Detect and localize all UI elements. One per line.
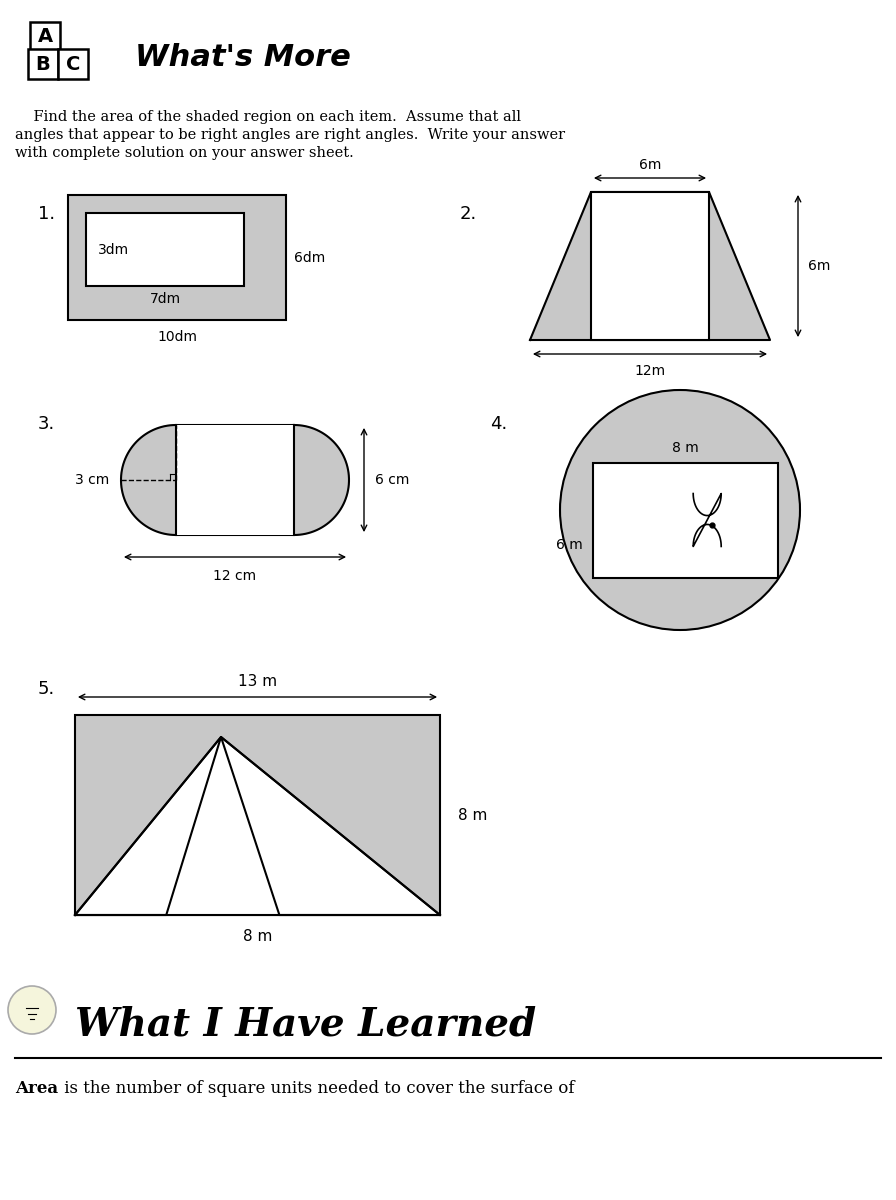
Text: 6m: 6m xyxy=(808,259,831,272)
Text: 5.: 5. xyxy=(38,680,56,698)
Text: What I Have Learned: What I Have Learned xyxy=(75,1006,536,1044)
Bar xyxy=(75,715,440,914)
Polygon shape xyxy=(121,425,349,535)
Bar xyxy=(58,49,88,79)
Bar xyxy=(176,425,294,535)
Text: C: C xyxy=(65,54,80,73)
Circle shape xyxy=(8,986,56,1034)
Text: 2.: 2. xyxy=(460,205,478,223)
Text: 10dm: 10dm xyxy=(157,330,197,344)
Text: angles that appear to be right angles are right angles.  Write your answer: angles that appear to be right angles ar… xyxy=(15,128,565,142)
Text: 6m: 6m xyxy=(639,158,661,172)
Bar xyxy=(30,22,60,52)
Text: 7dm: 7dm xyxy=(150,292,181,306)
Text: 12m: 12m xyxy=(634,364,666,378)
Bar xyxy=(28,49,58,79)
Text: 3.: 3. xyxy=(38,415,56,433)
Polygon shape xyxy=(75,737,440,914)
Text: Area: Area xyxy=(15,1080,58,1097)
Text: 8 m: 8 m xyxy=(243,929,272,944)
Bar xyxy=(68,194,286,320)
Text: B: B xyxy=(36,54,50,73)
Text: 3 cm: 3 cm xyxy=(74,473,109,487)
Circle shape xyxy=(560,390,800,630)
Text: is the number of square units needed to cover the surface of: is the number of square units needed to … xyxy=(59,1080,574,1097)
Polygon shape xyxy=(530,192,770,340)
Bar xyxy=(591,192,709,340)
Text: 12 cm: 12 cm xyxy=(213,569,256,583)
Polygon shape xyxy=(75,737,221,914)
Text: 8 m: 8 m xyxy=(458,808,487,822)
Polygon shape xyxy=(221,737,440,914)
Text: 6 cm: 6 cm xyxy=(375,473,409,487)
Text: 3dm: 3dm xyxy=(98,242,129,257)
Text: 8 m: 8 m xyxy=(672,440,698,455)
Text: What's More: What's More xyxy=(135,43,350,72)
Text: A: A xyxy=(38,28,53,47)
Text: 13 m: 13 m xyxy=(238,674,277,689)
Text: with complete solution on your answer sheet.: with complete solution on your answer sh… xyxy=(15,146,354,160)
Bar xyxy=(86,214,244,286)
Bar xyxy=(592,462,778,577)
Text: 1.: 1. xyxy=(38,205,56,223)
Text: 6dm: 6dm xyxy=(294,251,325,264)
Text: 4.: 4. xyxy=(490,415,507,433)
Text: Find the area of the shaded region on each item.  Assume that all: Find the area of the shaded region on ea… xyxy=(15,110,521,124)
Text: 6 m: 6 m xyxy=(556,538,582,552)
